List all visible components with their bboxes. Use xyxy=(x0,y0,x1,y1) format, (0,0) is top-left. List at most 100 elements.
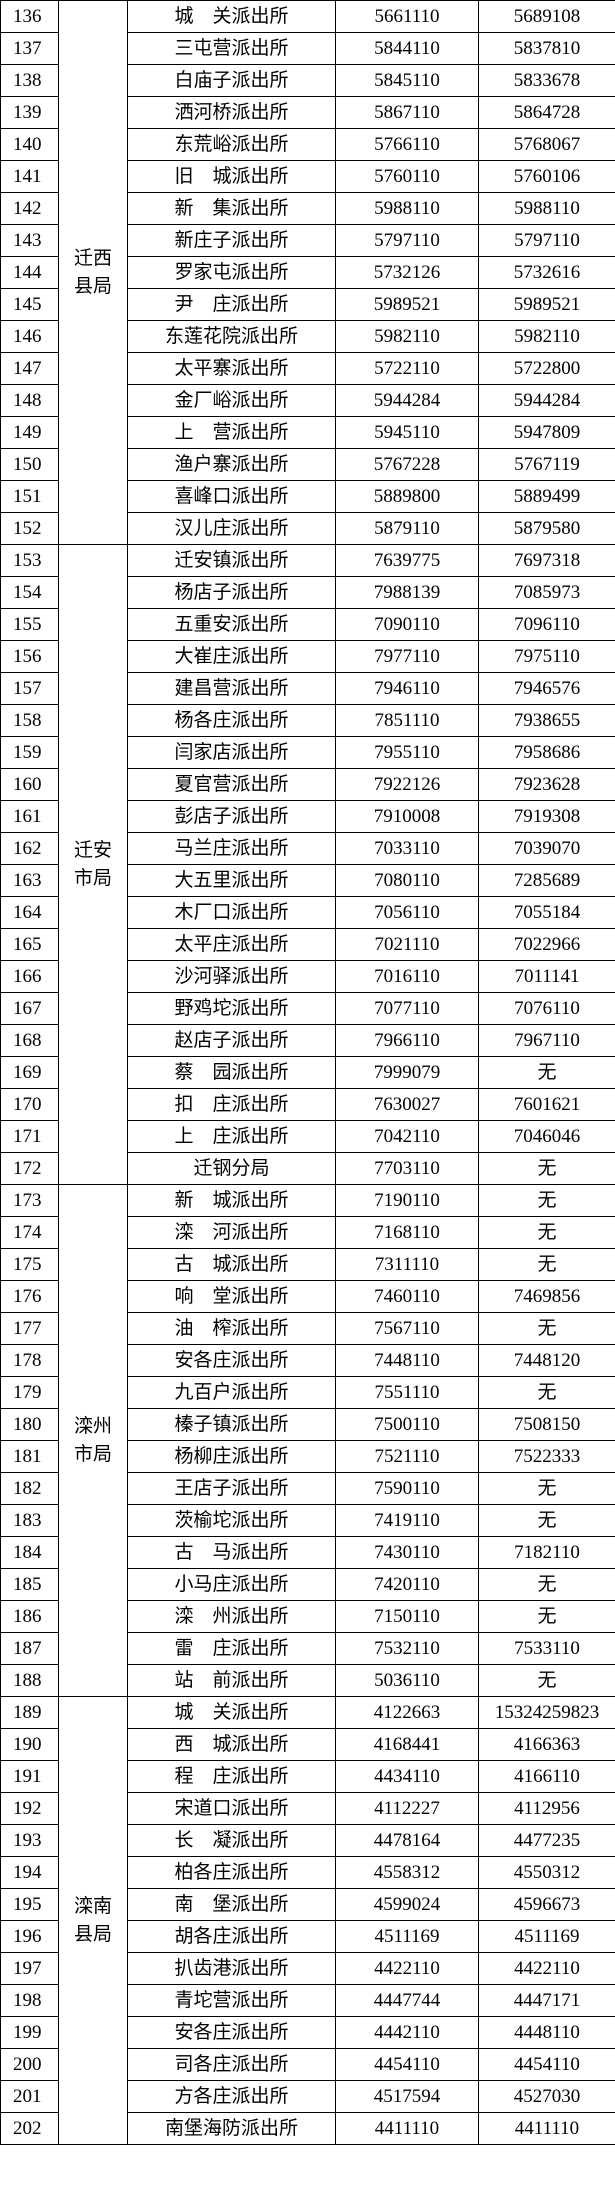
phone-secondary: 7923628 xyxy=(478,768,615,801)
phone-primary: 7532110 xyxy=(335,1632,479,1665)
bureau-name: 滦州市局 xyxy=(58,1184,128,1697)
bureau-name: 滦南县局 xyxy=(58,1696,128,2145)
row-number: 170 xyxy=(0,1088,59,1121)
phone-secondary: 无 xyxy=(478,1312,615,1345)
phone-primary: 5889800 xyxy=(335,480,479,513)
phone-primary: 7955110 xyxy=(335,736,479,769)
row-number: 183 xyxy=(0,1504,59,1537)
bureau-name: 迁安市局 xyxy=(58,544,128,1185)
phone-secondary: 4411110 xyxy=(478,2112,615,2145)
station-name: 迁安镇派出所 xyxy=(127,544,336,577)
phone-primary: 7639775 xyxy=(335,544,479,577)
phone-primary: 5982110 xyxy=(335,320,479,353)
phone-primary: 7500110 xyxy=(335,1408,479,1441)
station-name: 野鸡坨派出所 xyxy=(127,992,336,1025)
phone-primary: 4434110 xyxy=(335,1760,479,1793)
table-row: 148 金厂峪派出所 5944284 5944284 xyxy=(0,384,615,417)
phone-primary: 4517594 xyxy=(335,2080,479,2113)
phone-secondary: 4454110 xyxy=(478,2048,615,2081)
row-number: 200 xyxy=(0,2048,59,2081)
phone-secondary: 5722800 xyxy=(478,352,615,385)
row-number: 201 xyxy=(0,2080,59,2113)
phone-primary: 4411110 xyxy=(335,2112,479,2145)
table-row: 137 三屯营派出所 5844110 5837810 xyxy=(0,32,615,65)
row-number: 139 xyxy=(0,96,59,129)
row-number: 143 xyxy=(0,224,59,257)
phone-primary: 7999079 xyxy=(335,1056,479,1089)
phone-secondary: 5982110 xyxy=(478,320,615,353)
station-name: 马兰庄派出所 xyxy=(127,832,336,865)
phone-secondary: 4596673 xyxy=(478,1888,615,1921)
phone-secondary: 无 xyxy=(478,1504,615,1537)
station-name: 喜峰口派出所 xyxy=(127,480,336,513)
station-name: 大崔庄派出所 xyxy=(127,640,336,673)
phone-primary: 5879110 xyxy=(335,512,479,545)
station-name: 青坨营派出所 xyxy=(127,1984,336,2017)
phone-primary: 5760110 xyxy=(335,160,479,193)
station-name: 太平寨派出所 xyxy=(127,352,336,385)
table-row: 174 滦 河派出所 7168110 无 xyxy=(0,1216,615,1249)
row-number: 149 xyxy=(0,416,59,449)
phone-secondary: 4511169 xyxy=(478,1920,615,1953)
phone-primary: 5036110 xyxy=(335,1664,479,1697)
phone-primary: 7021110 xyxy=(335,928,479,961)
station-name: 新庄子派出所 xyxy=(127,224,336,257)
row-number: 177 xyxy=(0,1312,59,1345)
row-number: 174 xyxy=(0,1216,59,1249)
table-row: 155 五重安派出所 7090110 7096110 xyxy=(0,608,615,641)
phone-secondary: 5947809 xyxy=(478,416,615,449)
station-name: 彭店子派出所 xyxy=(127,800,336,833)
row-number: 140 xyxy=(0,128,59,161)
phone-primary: 7966110 xyxy=(335,1024,479,1057)
phone-secondary: 7946576 xyxy=(478,672,615,705)
phone-primary: 5988110 xyxy=(335,192,479,225)
table-row: 153 迁安市局 迁安镇派出所 7639775 7697318 xyxy=(0,544,615,1185)
phone-primary: 7033110 xyxy=(335,832,479,865)
station-name: 金厂峪派出所 xyxy=(127,384,336,417)
station-name: 西 城派出所 xyxy=(127,1728,336,1761)
phone-primary: 7150110 xyxy=(335,1600,479,1633)
station-name: 木厂口派出所 xyxy=(127,896,336,929)
phone-secondary: 4166363 xyxy=(478,1728,615,1761)
phone-primary: 7042110 xyxy=(335,1120,479,1153)
row-number: 173 xyxy=(0,1184,59,1217)
station-name: 程 庄派出所 xyxy=(127,1760,336,1793)
phone-primary: 7016110 xyxy=(335,960,479,993)
table-row: 179 九百户派出所 7551110 无 xyxy=(0,1376,615,1409)
phone-secondary: 7182110 xyxy=(478,1536,615,1569)
row-number: 195 xyxy=(0,1888,59,1921)
phone-primary: 7922126 xyxy=(335,768,479,801)
phone-secondary: 4527030 xyxy=(478,2080,615,2113)
phone-secondary: 无 xyxy=(478,1600,615,1633)
phone-primary: 7448110 xyxy=(335,1344,479,1377)
station-name: 汉儿庄派出所 xyxy=(127,512,336,545)
station-name: 新 城派出所 xyxy=(127,1184,336,1217)
station-name: 城 关派出所 xyxy=(127,1696,336,1729)
table-row: 139 洒河桥派出所 5867110 5864728 xyxy=(0,96,615,129)
phone-primary: 4558312 xyxy=(335,1856,479,1889)
phone-primary: 7590110 xyxy=(335,1472,479,1505)
phone-secondary: 7046046 xyxy=(478,1120,615,1153)
police-station-phone-table: 136 迁西县局城 关派出所 5661110 5689108 137 三屯营派出所 5844… xyxy=(0,0,615,2145)
table-row: 182 王店子派出所 7590110 无 xyxy=(0,1472,615,1505)
row-number: 150 xyxy=(0,448,59,481)
phone-secondary: 7508150 xyxy=(478,1408,615,1441)
station-name: 九百户派出所 xyxy=(127,1376,336,1409)
phone-secondary: 7011141 xyxy=(478,960,615,993)
row-number: 161 xyxy=(0,800,59,833)
table-row: 187 雷 庄派出所 7532110 7533110 xyxy=(0,1632,615,1665)
table-row: 146 东莲花院派出所 5982110 5982110 xyxy=(0,320,615,353)
row-number: 172 xyxy=(0,1152,59,1185)
row-number: 166 xyxy=(0,960,59,993)
station-name: 扒齿港派出所 xyxy=(127,1952,336,1985)
row-number: 187 xyxy=(0,1632,59,1665)
phone-primary: 4511169 xyxy=(335,1920,479,1953)
row-number: 146 xyxy=(0,320,59,353)
row-number: 157 xyxy=(0,672,59,705)
row-number: 178 xyxy=(0,1344,59,1377)
phone-primary: 7851110 xyxy=(335,704,479,737)
phone-secondary: 无 xyxy=(478,1056,615,1089)
phone-secondary: 无 xyxy=(478,1376,615,1409)
table-row: 138 白庙子派出所 5845110 5833678 xyxy=(0,64,615,97)
station-name: 长 凝派出所 xyxy=(127,1824,336,1857)
